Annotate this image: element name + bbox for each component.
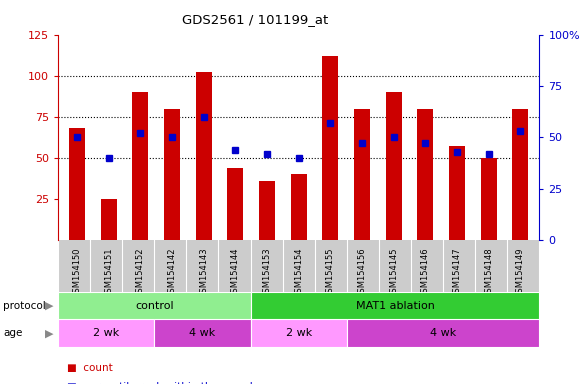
- Text: ■  count: ■ count: [67, 363, 113, 373]
- Bar: [154, 319, 251, 347]
- Bar: [386, 92, 401, 240]
- Bar: [101, 199, 117, 240]
- Bar: [347, 319, 539, 347]
- Text: ▶: ▶: [45, 301, 54, 311]
- Bar: [449, 146, 465, 240]
- Text: MAT1 ablation: MAT1 ablation: [356, 301, 434, 311]
- Bar: [58, 319, 154, 347]
- Text: GDS2561 / 101199_at: GDS2561 / 101199_at: [182, 13, 328, 26]
- Bar: [354, 109, 370, 240]
- Text: control: control: [135, 301, 173, 311]
- Text: age: age: [3, 328, 22, 338]
- Text: 2 wk: 2 wk: [285, 328, 312, 338]
- Bar: [259, 181, 275, 240]
- Bar: [58, 292, 251, 319]
- Bar: [251, 292, 539, 319]
- Text: ▶: ▶: [45, 328, 54, 338]
- Text: 4 wk: 4 wk: [189, 328, 216, 338]
- Bar: [322, 56, 338, 240]
- Text: 4 wk: 4 wk: [430, 328, 456, 338]
- Bar: [418, 109, 433, 240]
- Bar: [132, 92, 148, 240]
- Bar: [196, 72, 212, 240]
- Bar: [69, 128, 85, 240]
- Bar: [251, 319, 347, 347]
- Text: protocol: protocol: [3, 301, 46, 311]
- Bar: [227, 168, 243, 240]
- Bar: [164, 109, 180, 240]
- Text: 2 wk: 2 wk: [93, 328, 119, 338]
- Bar: [481, 158, 496, 240]
- Bar: [291, 174, 307, 240]
- Bar: [513, 109, 528, 240]
- Text: ■  percentile rank within the sample: ■ percentile rank within the sample: [67, 382, 259, 384]
